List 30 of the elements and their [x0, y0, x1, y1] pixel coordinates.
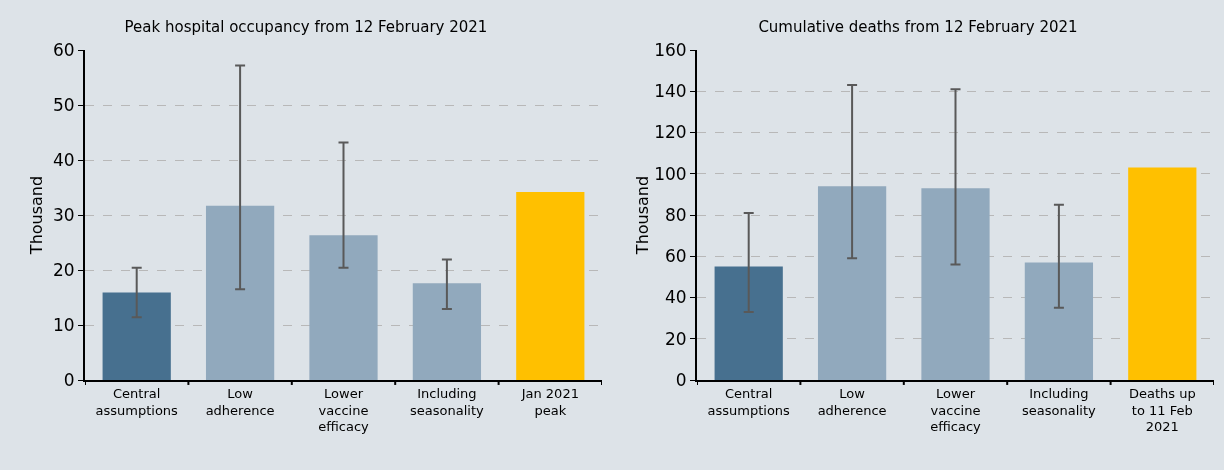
y-tick-label: 20: [664, 328, 687, 349]
y-tick-label: 100: [654, 163, 687, 184]
y-tick-label: 40: [664, 287, 687, 308]
x-tick-label: Including seasonality: [1022, 385, 1097, 418]
y-tick-label: 40: [52, 149, 75, 170]
y-tick-label: 30: [52, 204, 75, 225]
y-tick-label: 10: [52, 314, 75, 335]
y-tick-label: 60: [52, 39, 75, 60]
y-tick-label: 80: [664, 204, 687, 225]
x-tick-label: Low adherence: [817, 385, 887, 418]
y-tick-label: 160: [654, 39, 687, 60]
x-tick-label: Deaths up to 11 Feb 2021: [1128, 385, 1196, 435]
y-tick-label: 0: [63, 369, 75, 390]
x-tick-label: Jan 2021 peak: [520, 385, 579, 418]
y-axis-title: Thousand: [633, 175, 653, 256]
x-tick-label: Lower vaccine efficacy: [930, 385, 982, 435]
y-tick-label: 60: [664, 246, 687, 267]
y-tick-label: 120: [654, 122, 687, 143]
x-tick-label: Lower vaccine efficacy: [318, 385, 370, 435]
x-tick-label: Low adherence: [205, 385, 275, 418]
y-tick-label: 50: [52, 94, 75, 115]
y-tick-label: 140: [654, 81, 687, 102]
y-tick-label: 0: [675, 369, 687, 390]
x-tick-label: Central assumptions: [707, 385, 791, 418]
y-tick-label: 20: [52, 259, 75, 280]
x-tick-label: Central assumptions: [95, 385, 179, 418]
x-tick-label: Including seasonality: [410, 385, 485, 418]
chart-title: Cumulative deaths from 12 February 2021: [758, 17, 1078, 36]
y-axis-title: Thousand: [27, 175, 46, 256]
chart-title: Peak hospital occupancy from 12 February 2021: [124, 17, 488, 36]
